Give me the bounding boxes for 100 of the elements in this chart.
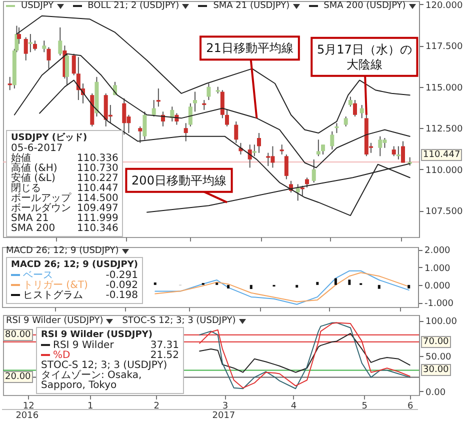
candlestick xyxy=(401,140,405,164)
line-series xyxy=(16,15,410,134)
y-tick-label: 110.000 xyxy=(426,166,463,176)
ref-line-label: 30.00 xyxy=(421,364,451,376)
x-tick-label: 2 xyxy=(154,402,160,412)
text: 始値 110.336 xyxy=(11,153,118,164)
bar xyxy=(378,284,380,289)
candlestick xyxy=(142,111,147,140)
x-tick-label: 12 xyxy=(22,402,34,412)
text: SMA 200 110.346 xyxy=(11,223,118,234)
candlestick xyxy=(24,36,28,61)
y-tick-label: 1.000 xyxy=(424,264,451,274)
candlestick xyxy=(300,185,304,196)
bar xyxy=(348,280,351,285)
y-tick-label: 115.000 xyxy=(426,83,463,94)
candlestick xyxy=(188,102,192,127)
legend-label: BOLL 21; 2 (USDJPY) xyxy=(88,1,180,11)
legend-title: MACD 26; 12; 9 (USDJPY) xyxy=(11,260,138,270)
candlestick xyxy=(334,122,339,134)
ref-line-label: 80.00 xyxy=(3,328,33,341)
candlestick xyxy=(284,154,288,180)
candlestick xyxy=(396,146,400,160)
legend-title: RSI 9 Wilder (USDJPY) xyxy=(41,330,154,340)
candlestick xyxy=(344,116,348,127)
candlestick xyxy=(184,122,188,142)
chart-subtitle: STOC-S 12; 3; 3 (USDJPY) xyxy=(122,316,237,326)
y-tick-label: 100.00 xyxy=(426,317,458,328)
candlestick xyxy=(353,100,357,118)
candlestick xyxy=(348,96,352,108)
y-tick-label: 0.000 xyxy=(424,281,451,292)
candlestick xyxy=(138,126,142,144)
legend-label: ベース xyxy=(23,270,53,281)
annotation: -0.092 xyxy=(106,280,138,291)
bar xyxy=(408,284,410,288)
bar xyxy=(334,278,337,285)
x-tick-label: 3 xyxy=(222,402,228,412)
candlestick xyxy=(152,100,156,118)
candlestick xyxy=(220,90,224,119)
x-tick-label: 4 xyxy=(290,402,297,412)
annotation: 21日移動平均線 xyxy=(206,41,294,56)
candlestick xyxy=(156,88,160,108)
x2-tick-label: 2017 xyxy=(212,411,236,421)
legend-label: %D xyxy=(53,350,70,361)
ref-line-label: 110.447 xyxy=(421,148,462,161)
annotation: 200日移動平均線 xyxy=(132,173,226,188)
candlestick xyxy=(33,40,37,52)
text: 高値 (&H) 110.730 xyxy=(11,163,118,174)
x-tick-label: 5 xyxy=(362,402,368,412)
candlestick xyxy=(266,152,270,167)
ref-line-label: 70.00 xyxy=(421,336,451,348)
annotation: -0.198 xyxy=(106,290,138,301)
x-tick-label: 1 xyxy=(87,402,94,412)
text: SMA 21 111.999 xyxy=(11,213,118,224)
candlestick xyxy=(8,76,12,91)
candlestick xyxy=(28,34,32,53)
annotation: STOC-S 12; 3; 3 (USDJPY) xyxy=(41,360,168,371)
text: 安値 (&L) 110.227 xyxy=(11,173,118,184)
chart-title: MACD 26; 12; 9 (USDJPY) xyxy=(6,246,120,256)
bar xyxy=(227,284,230,288)
y-tick-label: 112.500 xyxy=(426,124,463,135)
candlestick xyxy=(42,40,46,53)
ref-line-label: 20.00 xyxy=(3,371,33,384)
candlestick xyxy=(330,130,334,150)
candlestick xyxy=(312,158,316,184)
chart-title: RSI 9 Wilder (USDJPY) xyxy=(6,316,104,326)
x2-tick-label: 2016 xyxy=(16,411,39,421)
candlestick xyxy=(305,177,309,188)
y-tick-label: 50.00 xyxy=(426,352,452,363)
candlestick xyxy=(296,184,300,202)
legend-label: SMA 21 (USDJPY) xyxy=(213,1,290,11)
candlestick xyxy=(378,136,382,157)
candlestick xyxy=(280,144,284,155)
y-tick-label: 0.00 xyxy=(426,388,446,398)
legend-label: SMA 200 (USDJPY) xyxy=(324,1,406,11)
text: 閉じる 110.447 xyxy=(11,183,118,194)
legend-label: USDJPY xyxy=(21,1,54,11)
annotation: USDJPY (ビッド) xyxy=(11,133,88,144)
candlestick xyxy=(206,83,211,101)
annotation: 21.52 xyxy=(150,350,179,361)
legend-label: RSI 9 Wilder xyxy=(53,340,114,351)
annotation: 05-6-2017 xyxy=(11,143,63,154)
candlestick xyxy=(392,146,396,157)
annotation: ボールアップ 114.500 xyxy=(11,193,118,204)
bar xyxy=(316,282,319,285)
y-tick-label: 117.500 xyxy=(426,42,463,52)
bar xyxy=(154,282,156,285)
y-tick-label: 120.000 xyxy=(426,0,463,11)
candlestick xyxy=(202,100,206,110)
bar xyxy=(296,284,298,288)
candlestick xyxy=(46,46,51,70)
candlestick xyxy=(321,144,325,155)
candlestick xyxy=(58,26,62,56)
line-series xyxy=(199,332,410,373)
legend-label: ヒストグラム xyxy=(23,290,83,301)
annotation: 37.31 xyxy=(150,340,179,351)
annotation: タイムゾーン: Osaka, Sapporo, Tokyo xyxy=(41,370,142,391)
y-tick-label: -1.000 xyxy=(424,299,454,310)
candlestick xyxy=(122,98,126,136)
legend-label: トリガー (&T) xyxy=(23,280,88,291)
candlestick xyxy=(360,104,364,119)
